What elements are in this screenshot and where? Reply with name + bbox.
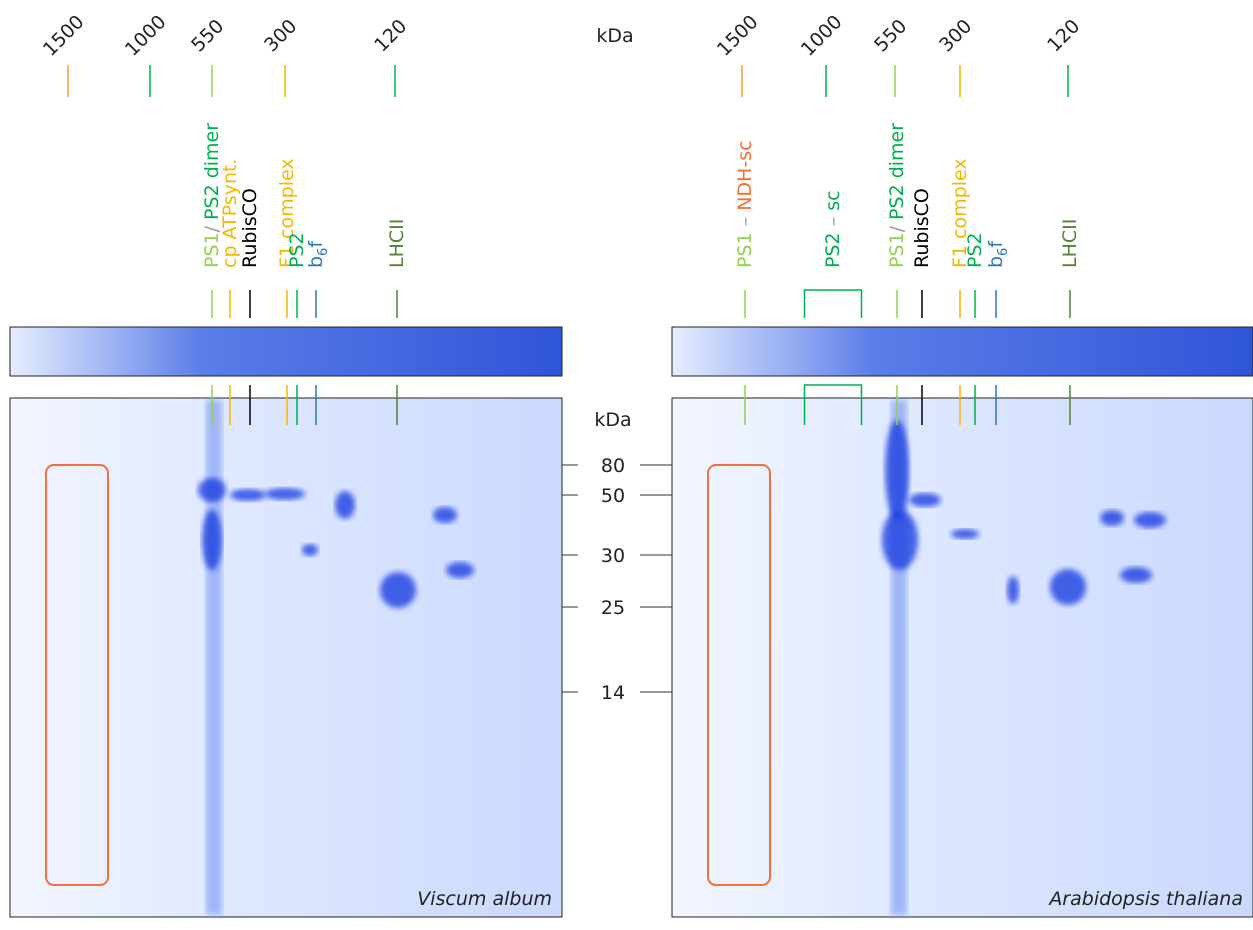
spot [909, 493, 941, 507]
spot [882, 510, 918, 570]
spot [335, 491, 355, 519]
label-part: 6 [316, 248, 331, 256]
mw-label: 30 [601, 545, 625, 567]
size-marker: 550 [187, 15, 228, 56]
spot [380, 572, 416, 608]
complex-label: RubisCO [239, 188, 261, 268]
mw-label: 14 [601, 682, 625, 704]
label-part: f [305, 240, 327, 248]
mw-label: 50 [601, 485, 625, 507]
label-part: PS2 dimer [886, 123, 908, 220]
gel [9, 397, 563, 918]
label-part: – [734, 211, 756, 233]
label-part: f [985, 240, 1007, 248]
kda-top: kDa [596, 25, 633, 47]
label-part: PS1 [201, 232, 223, 268]
bracket [803, 289, 863, 318]
label-part: sc [822, 190, 844, 210]
mw-label: 80 [601, 455, 625, 477]
complex-label: LHCII [1059, 219, 1081, 268]
spot [446, 562, 474, 578]
label-part: NDH-sc [734, 140, 756, 210]
complex-label: F1 complex [949, 158, 971, 268]
size-marker: 1500 [713, 11, 763, 61]
size-marker: 300 [935, 15, 976, 56]
background-box [707, 464, 771, 886]
spot [951, 529, 979, 539]
complex-label: PS1/ PS2 dimer [201, 123, 223, 268]
spot [1050, 569, 1086, 605]
label-part: PS2 [286, 232, 308, 268]
spot [433, 507, 457, 523]
mw-label: 25 [601, 597, 625, 619]
label-part: 6 [996, 248, 1011, 256]
complex-label: PS1/ PS2 dimer [886, 123, 908, 268]
complex-label: LHCII [386, 219, 408, 268]
label-part: LHCII [386, 219, 408, 268]
spot [302, 544, 318, 556]
spot [1134, 512, 1166, 528]
species: Viscum album [417, 888, 552, 910]
label-part: cp ATPsynt. [219, 159, 241, 268]
label-part: b [985, 256, 1007, 268]
complex-label: b6f [305, 240, 332, 268]
species: Arabidopsis thaliana [1047, 888, 1243, 910]
spot [1100, 510, 1124, 526]
size-marker: 1000 [797, 11, 847, 61]
label-part: LHCII [1059, 219, 1081, 268]
kda-mid: kDa [594, 409, 631, 431]
size-marker: 1500 [39, 11, 89, 61]
bracket [803, 384, 863, 425]
native-strip [9, 326, 563, 377]
label-part: F1 complex [276, 158, 298, 268]
spot [885, 420, 909, 520]
spot [1120, 567, 1152, 583]
size-marker: 120 [370, 15, 411, 56]
size-marker: 1000 [121, 11, 171, 61]
spot [230, 489, 266, 501]
label-part: RubisCO [239, 188, 261, 268]
label-part: PS1 [734, 232, 756, 268]
size-marker: 120 [1043, 15, 1084, 56]
label-part: PS1 [886, 232, 908, 268]
complex-label: b6f [985, 240, 1012, 268]
spot [265, 488, 305, 500]
complex-label: PS2 – sc [822, 190, 844, 268]
size-marker: 300 [260, 15, 301, 56]
label-part: PS2 [964, 232, 986, 268]
label-part: PS2 [822, 232, 844, 268]
background-box [45, 464, 109, 886]
complex-label: F1 complex [276, 158, 298, 268]
gel [671, 397, 1253, 918]
complex-label: RubisCO [911, 188, 933, 268]
spot [202, 510, 222, 570]
complex-label: PS2 [286, 232, 308, 268]
spot [1007, 576, 1019, 604]
lane-band [206, 400, 222, 915]
label-part: b [305, 256, 327, 268]
complex-label: PS1 – NDH-sc [734, 140, 756, 268]
native-strip [671, 326, 1253, 377]
label-part: RubisCO [911, 188, 933, 268]
spot [198, 478, 226, 502]
label-part: / [201, 220, 223, 232]
complex-label: PS2 [964, 232, 986, 268]
label-part: / [886, 220, 908, 232]
size-marker: 550 [870, 15, 911, 56]
label-part: F1 complex [949, 158, 971, 268]
complex-label: cp ATPsynt. [219, 159, 241, 268]
label-part: PS2 dimer [201, 123, 223, 220]
label-part: – [822, 211, 844, 233]
